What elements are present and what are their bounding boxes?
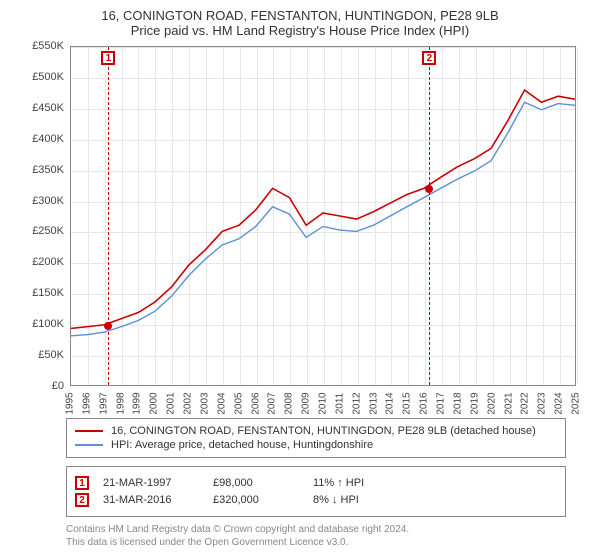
x-tick-label: 2017: [436, 392, 447, 414]
legend-label: 16, CONINGTON ROAD, FENSTANTON, HUNTINGD…: [111, 425, 536, 437]
events-table: 1 21-MAR-1997£98,00011% ↑ HPI 2 31-MAR-2016…: [66, 466, 566, 517]
event-marker-box: 2: [422, 51, 436, 65]
x-tick-label: 1995: [65, 392, 76, 414]
y-tick-label: £550K: [32, 40, 64, 52]
x-tick-label: 2021: [503, 392, 514, 414]
title-address: 16, CONINGTON ROAD, FENSTANTON, HUNTINGD…: [16, 8, 584, 23]
x-tick-label: 2002: [183, 392, 194, 414]
x-axis: 1995199619971998199920002001200220032004…: [70, 388, 576, 416]
legend-row: 16, CONINGTON ROAD, FENSTANTON, HUNTINGD…: [75, 425, 557, 437]
title-subtitle: Price paid vs. HM Land Registry's House …: [16, 23, 584, 38]
footer: Contains HM Land Registry data © Crown c…: [66, 523, 584, 549]
x-tick-label: 2025: [571, 392, 582, 414]
event-vline: [108, 47, 109, 385]
footer-line2: This data is licensed under the Open Gov…: [66, 536, 584, 549]
x-tick-label: 2001: [166, 392, 177, 414]
event-row: 1 21-MAR-1997£98,00011% ↑ HPI: [75, 476, 557, 490]
event-delta: 11% ↑ HPI: [313, 477, 413, 489]
x-tick-label: 2019: [469, 392, 480, 414]
chart-container: 16, CONINGTON ROAD, FENSTANTON, HUNTINGD…: [0, 0, 600, 560]
event-price: £320,000: [213, 494, 313, 506]
legend-swatch: [75, 444, 103, 446]
x-tick-label: 1999: [132, 392, 143, 414]
event-date: 21-MAR-1997: [103, 477, 213, 489]
legend-row: HPI: Average price, detached house, Hunt…: [75, 439, 557, 451]
x-tick-label: 2009: [301, 392, 312, 414]
legend-label: HPI: Average price, detached house, Hunt…: [111, 439, 373, 451]
series-property: [71, 90, 575, 328]
y-tick-label: £200K: [32, 256, 64, 268]
event-date: 31-MAR-2016: [103, 494, 213, 506]
y-tick-label: £300K: [32, 195, 64, 207]
grid-line-v: [577, 47, 578, 385]
y-tick-label: £500K: [32, 71, 64, 83]
x-tick-label: 2014: [385, 392, 396, 414]
x-tick-label: 2020: [486, 392, 497, 414]
x-tick-label: 2011: [334, 393, 345, 415]
x-tick-label: 1998: [115, 392, 126, 414]
event-marker: 1: [75, 476, 89, 490]
x-tick-label: 2015: [402, 392, 413, 414]
x-tick-label: 2008: [284, 392, 295, 414]
x-tick-label: 2024: [554, 392, 565, 414]
x-tick-label: 2010: [318, 392, 329, 414]
x-tick-label: 2016: [419, 392, 430, 414]
x-tick-label: 1997: [98, 392, 109, 414]
event-row: 2 31-MAR-2016£320,0008% ↓ HPI: [75, 493, 557, 507]
x-tick-label: 2022: [520, 392, 531, 414]
line-layer: [71, 47, 575, 385]
y-tick-label: £350K: [32, 164, 64, 176]
event-dot: [425, 185, 433, 193]
x-tick-label: 2012: [351, 392, 362, 414]
x-tick-label: 2006: [250, 392, 261, 414]
y-tick-label: £150K: [32, 287, 64, 299]
chart-area: £0 £50K £100K £150K £200K £250K £300K £350K £400…: [20, 42, 580, 412]
y-tick-label: £50K: [38, 349, 64, 361]
y-axis: £0£50K£100K£150K£200K£250K£300K£350K£400…: [20, 46, 68, 386]
x-tick-label: 2005: [233, 392, 244, 414]
legend-swatch: [75, 430, 103, 432]
x-tick-label: 1996: [81, 392, 92, 414]
x-tick-label: 2023: [537, 392, 548, 414]
title-block: 16, CONINGTON ROAD, FENSTANTON, HUNTINGD…: [16, 8, 584, 38]
y-tick-label: £0: [52, 380, 64, 392]
footer-line1: Contains HM Land Registry data © Crown c…: [66, 523, 584, 536]
x-tick-label: 2004: [216, 392, 227, 414]
y-tick-label: £400K: [32, 133, 64, 145]
event-price: £98,000: [213, 477, 313, 489]
x-tick-label: 2007: [267, 392, 278, 414]
event-marker-box: 1: [101, 51, 115, 65]
x-tick-label: 2013: [368, 392, 379, 414]
y-tick-label: £250K: [32, 225, 64, 237]
event-delta: 8% ↓ HPI: [313, 494, 413, 506]
legend: 16, CONINGTON ROAD, FENSTANTON, HUNTINGD…: [66, 418, 566, 458]
x-tick-label: 2018: [452, 392, 463, 414]
event-vline: [429, 47, 430, 385]
plot-area: 12: [70, 46, 576, 386]
y-tick-label: £450K: [32, 102, 64, 114]
x-tick-label: 2003: [199, 392, 210, 414]
series-hpi: [71, 102, 575, 336]
y-tick-label: £100K: [32, 318, 64, 330]
x-tick-label: 2000: [149, 392, 160, 414]
event-dot: [104, 322, 112, 330]
event-marker: 2: [75, 493, 89, 507]
